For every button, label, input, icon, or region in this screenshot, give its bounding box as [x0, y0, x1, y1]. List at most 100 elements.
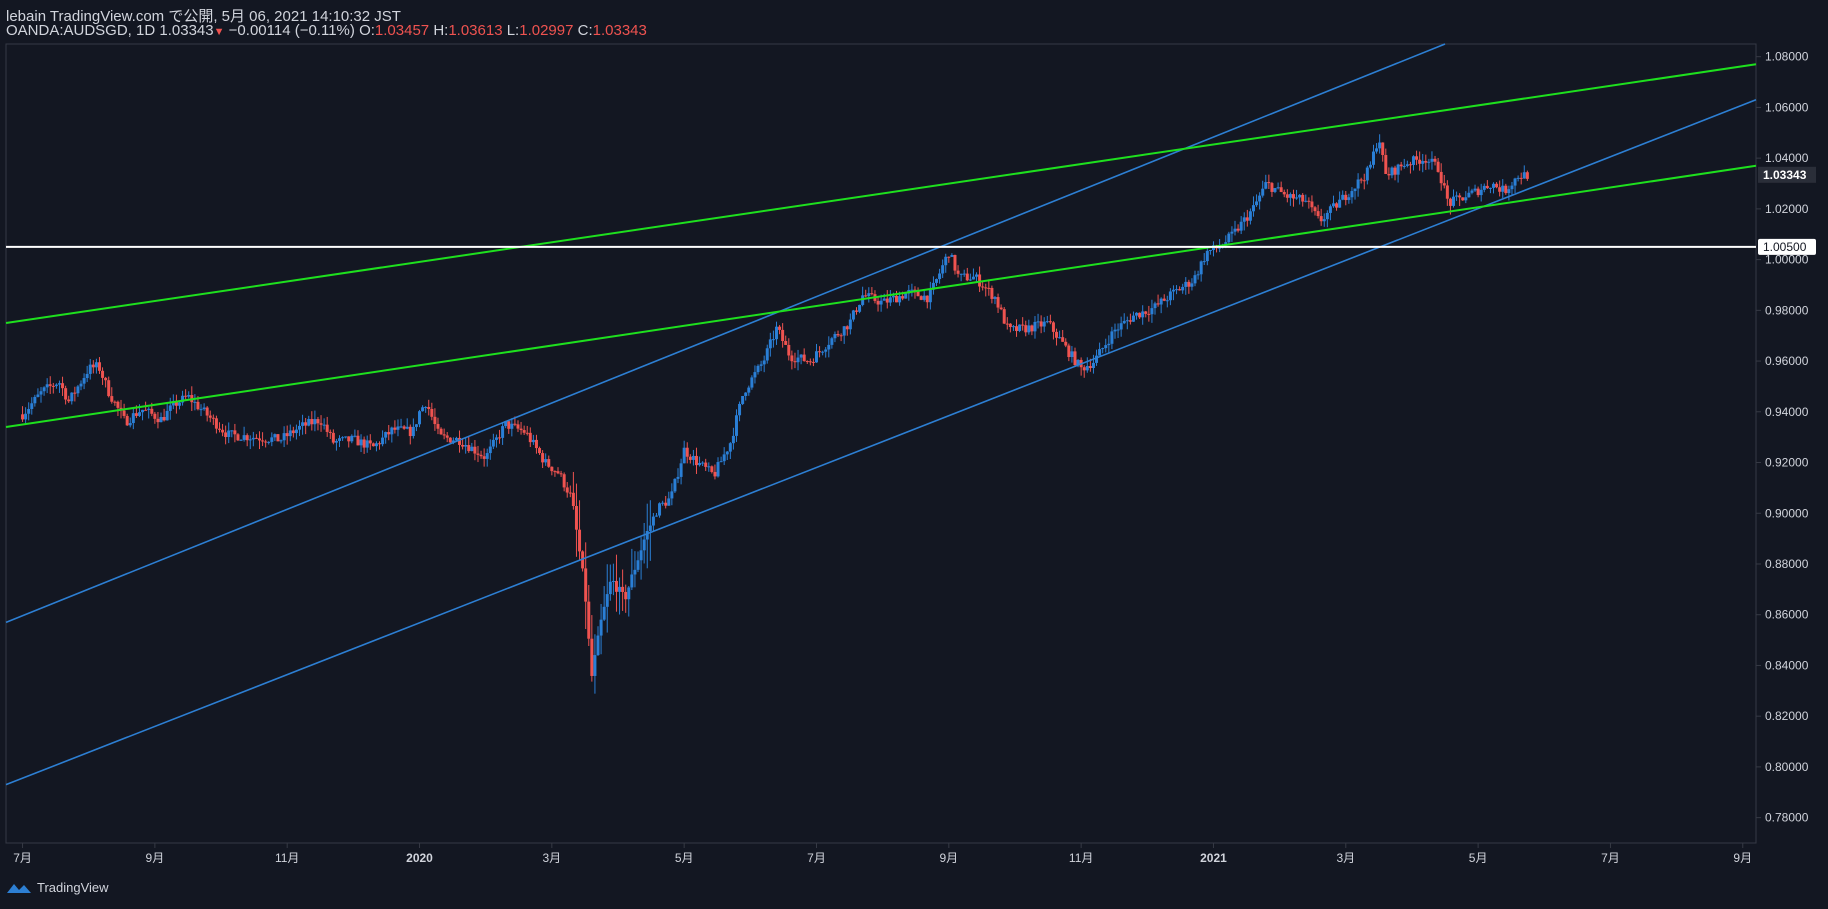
candle-down	[614, 580, 618, 592]
footer-brand: TradingView	[37, 880, 109, 895]
time-tick-label: 11月	[1069, 851, 1093, 865]
candle-up	[1208, 249, 1212, 251]
trendlines[interactable]	[5, 43, 1757, 786]
trendline-green[interactable]	[5, 63, 1757, 325]
candle-up	[971, 276, 975, 280]
candle-up	[1405, 164, 1409, 166]
candle-up	[707, 466, 711, 468]
candle-down	[162, 416, 166, 421]
candle-up	[827, 344, 831, 350]
candle-up	[830, 338, 834, 345]
candle-up	[1261, 188, 1265, 196]
candle-up	[267, 441, 271, 443]
candle-down	[864, 295, 868, 297]
candle-down	[895, 295, 899, 303]
candle-down	[839, 335, 843, 337]
candle-up	[411, 426, 415, 437]
candle-down	[1005, 323, 1009, 325]
candle-up	[1421, 161, 1425, 164]
candle-up	[725, 451, 729, 455]
candle-up	[1522, 172, 1526, 179]
candle-up	[593, 655, 597, 676]
candle-up	[193, 401, 197, 403]
candle-up	[94, 362, 98, 368]
candle-down	[328, 431, 332, 433]
candle-down	[534, 439, 538, 449]
candle-up	[891, 295, 895, 298]
tradingview-footer[interactable]: TradingView	[6, 880, 109, 895]
candle-down	[125, 415, 129, 426]
candle-up	[341, 437, 345, 439]
candle-down	[1245, 217, 1249, 221]
candle-up	[494, 437, 498, 440]
candle-down	[378, 443, 382, 445]
symbol-label[interactable]: OANDA:AUDSGD, 1D	[6, 22, 156, 39]
candle-up	[959, 273, 963, 275]
candle-up	[288, 430, 292, 437]
candle-down	[704, 462, 708, 467]
candle-down	[1319, 216, 1323, 222]
candle-up	[762, 360, 766, 365]
trendline-green[interactable]	[5, 164, 1757, 429]
candle-down	[1458, 195, 1462, 198]
candle-down	[550, 466, 554, 472]
candle-up	[753, 372, 757, 378]
trendline-blue[interactable]	[5, 43, 1446, 624]
price-tick-label: 0.92000	[1765, 456, 1809, 470]
price-axis[interactable]: 0.78000 0.80000 0.82000 0.84000 0.86000 0.880…	[1756, 50, 1809, 825]
candle-down	[211, 417, 215, 419]
candle-up	[374, 443, 378, 447]
candle-down	[781, 329, 785, 342]
candle-down	[21, 414, 25, 420]
candle-down	[538, 448, 542, 454]
candle-up	[131, 413, 135, 424]
candle-up	[679, 463, 683, 477]
candle-down	[184, 395, 188, 397]
candle-up	[82, 378, 86, 384]
candle-up	[1027, 325, 1031, 333]
candle-up	[861, 295, 865, 305]
candle-up	[1181, 286, 1185, 291]
candle-up	[88, 364, 92, 374]
candle-down	[522, 430, 526, 433]
candle-up	[636, 560, 640, 570]
candle-up	[1427, 161, 1431, 163]
candle-down	[257, 438, 261, 441]
time-axis[interactable]: 7月 9月 11月 2020 3月 5月 7月 9月 11月 2021 3月 5月 7月 9月	[6, 842, 1756, 865]
candle-up	[1085, 366, 1089, 371]
candle-up	[239, 439, 243, 441]
candle-up	[1298, 194, 1302, 198]
candle-up	[491, 439, 495, 447]
candle-down	[581, 551, 585, 569]
candle-up	[485, 453, 489, 459]
candle-up	[141, 409, 145, 413]
candle-up	[1331, 203, 1335, 207]
candle-down	[310, 419, 314, 425]
candle-up	[608, 581, 612, 595]
candle-up	[1248, 211, 1252, 221]
candle-up	[1375, 148, 1379, 152]
candle-up	[230, 430, 234, 432]
candle-down	[1061, 337, 1065, 342]
candle-down	[1310, 201, 1314, 208]
candle-up	[1011, 326, 1015, 328]
horizontal-line-group[interactable]: 1.00500	[6, 238, 1816, 255]
candle-up	[464, 445, 468, 447]
candle-down	[1384, 155, 1388, 175]
price-tick-label: 1.06000	[1765, 100, 1809, 114]
trendline-blue[interactable]	[5, 99, 1757, 786]
candle-down	[805, 360, 809, 362]
candle-down	[1307, 200, 1311, 202]
candle-up	[1230, 231, 1234, 234]
candle-up	[307, 419, 311, 426]
candle-up	[1119, 323, 1123, 330]
candle-down	[556, 471, 560, 474]
candle-down	[790, 355, 794, 362]
candle-up	[698, 462, 702, 466]
candle-up	[651, 516, 655, 526]
candle-down	[217, 428, 221, 430]
candle-up	[36, 394, 40, 397]
candle-up	[602, 606, 606, 620]
candle-up	[405, 426, 409, 429]
